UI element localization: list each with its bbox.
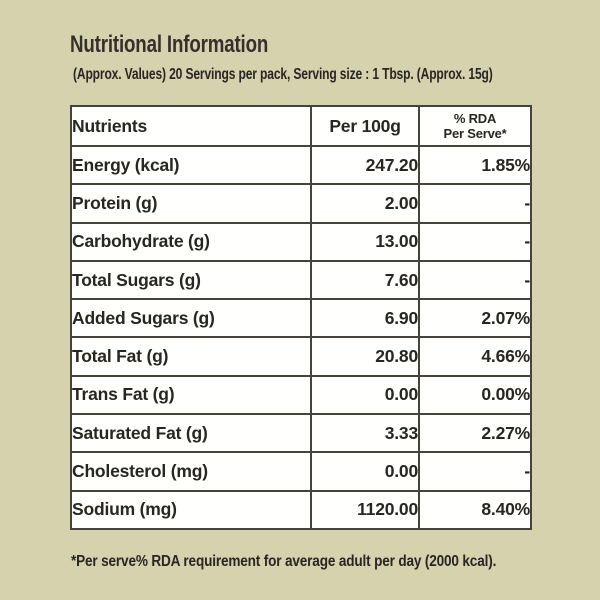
- table-row: Total Fat (g) 20.80 4.66%: [70, 336, 532, 377]
- rda-value: 4.66%: [418, 336, 532, 377]
- rda-value: -: [418, 259, 532, 301]
- rda-footnote: *Per serve% RDA requirement for average …: [71, 553, 497, 570]
- table-row: Trans Fat (g) 0.00 0.00%: [70, 374, 532, 416]
- per-100g-value: 2.00: [310, 183, 420, 224]
- nutrient-name: Cholesterol (mg): [70, 451, 312, 492]
- table-row: Saturated Fat (g) 3.33 2.27%: [70, 413, 532, 454]
- nutrition-table: Nutrients Per 100g % RDA Per Serve* Ener…: [70, 105, 532, 531]
- rda-value: -: [418, 451, 532, 492]
- col-header-nutrients: Nutrients: [70, 105, 312, 147]
- per-100g-value: 247.20: [310, 144, 420, 186]
- page-title: Nutritional Information: [70, 31, 269, 58]
- rda-value: 2.27%: [418, 413, 532, 454]
- per-100g-value: 13.00: [310, 221, 420, 262]
- table-row: Total Sugars (g) 7.60 -: [70, 259, 532, 301]
- nutrient-name: Saturated Fat (g): [70, 413, 312, 454]
- per-100g-value: 20.80: [310, 336, 420, 377]
- serving-info: (Approx. Values) 20 Servings per pack, S…: [73, 66, 493, 83]
- table-row: Added Sugars (g) 6.90 2.07%: [70, 298, 532, 339]
- table-row: Carbohydrate (g) 13.00 -: [70, 221, 532, 262]
- per-100g-value: 7.60: [310, 259, 420, 301]
- col-header-rda: % RDA Per Serve*: [418, 105, 532, 147]
- table-row: Cholesterol (mg) 0.00 -: [70, 451, 532, 492]
- nutrient-name: Total Sugars (g): [70, 259, 312, 301]
- nutrient-name: Energy (kcal): [70, 144, 312, 186]
- per-100g-value: 1120.00: [310, 489, 420, 531]
- rda-value: 2.07%: [418, 298, 532, 339]
- col-header-rda-line2: Per Serve*: [443, 126, 507, 141]
- nutrient-name: Sodium (mg): [70, 489, 312, 531]
- nutrient-name: Total Fat (g): [70, 336, 312, 377]
- per-100g-value: 0.00: [310, 374, 420, 416]
- rda-value: 1.85%: [418, 144, 532, 186]
- table-header-row: Nutrients Per 100g % RDA Per Serve*: [70, 105, 532, 147]
- rda-value: -: [418, 221, 532, 262]
- table-row: Sodium (mg) 1120.00 8.40%: [70, 489, 532, 531]
- rda-value: 0.00%: [418, 374, 532, 416]
- per-100g-value: 6.90: [310, 298, 420, 339]
- table-row: Protein (g) 2.00 -: [70, 183, 532, 224]
- table-row: Energy (kcal) 247.20 1.85%: [70, 144, 532, 186]
- nutrient-name: Protein (g): [70, 183, 312, 224]
- col-header-rda-line1: % RDA: [453, 110, 497, 126]
- nutrient-name: Trans Fat (g): [70, 374, 312, 416]
- nutrient-name: Added Sugars (g): [70, 298, 312, 339]
- col-header-per-100g: Per 100g: [310, 105, 420, 147]
- nutrient-name: Carbohydrate (g): [70, 221, 312, 262]
- per-100g-value: 3.33: [310, 413, 420, 454]
- per-100g-value: 0.00: [310, 451, 420, 492]
- rda-value: -: [418, 183, 532, 224]
- rda-value: 8.40%: [418, 489, 532, 531]
